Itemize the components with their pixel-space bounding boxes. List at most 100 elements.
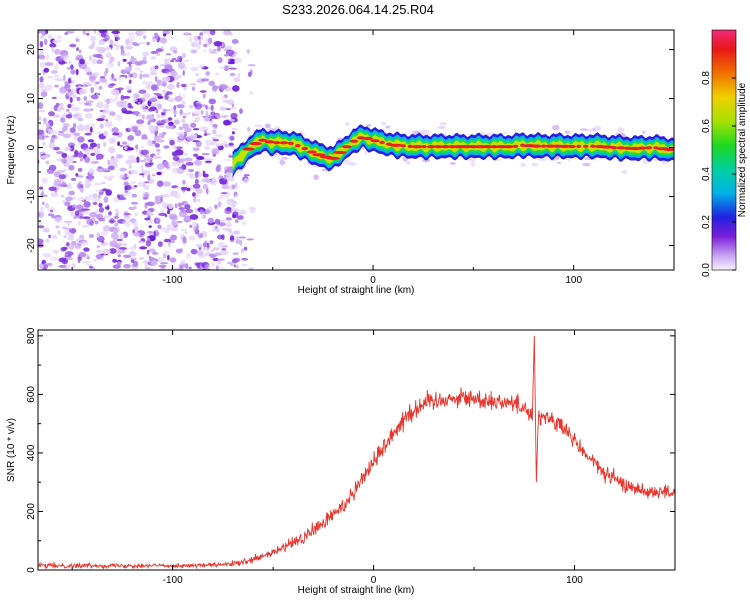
noise-speckle [119,174,126,180]
noise-speckle [199,209,204,215]
ridge-halo [520,162,526,167]
noise-speckle [178,166,186,169]
noise-speckle [134,205,137,210]
noise-speckle [235,264,239,269]
noise-speckle [95,189,103,192]
ridge-core [512,144,519,148]
noise-speckle [187,168,195,173]
noise-speckle [110,56,114,62]
noise-speckle [63,74,66,81]
noise-speckle [174,203,178,209]
noise-speckle [39,220,42,225]
noise-speckle [221,248,227,251]
noise-speckle [220,105,225,112]
noise-speckle [152,96,158,99]
noise-speckle [52,39,59,44]
ridge-halo [385,125,391,129]
noise-speckle [69,127,76,134]
noise-speckle [111,127,119,134]
x-tick-label: -100 [163,575,183,586]
noise-speckle [148,98,158,102]
noise-speckle [48,234,51,239]
noise-speckle [194,171,199,179]
noise-speckle [131,98,138,102]
ridge-halo [555,156,560,160]
noise-speckle [203,43,208,48]
noise-speckle [184,237,187,244]
noise-speckle [204,160,212,163]
noise-speckle [205,71,210,76]
noise-speckle [157,103,162,110]
noise-speckle [141,134,148,139]
ridge-core [287,141,294,145]
snr-panel: -100 0 100 0 200 400 600 800 Height of straight… [6,327,676,596]
noise-speckle [157,95,164,99]
noise-speckle [96,153,104,160]
noise-speckle [38,54,46,59]
noise-speckle [38,30,42,34]
noise-speckle [168,163,171,170]
noise-speckle [45,238,50,243]
noise-speckle [117,261,122,266]
noise-speckle [148,219,153,224]
noise-speckle [202,173,209,178]
noise-speckle [225,217,232,221]
noise-speckle [124,66,132,73]
noise-speckle [237,210,247,215]
noise-speckle [155,109,159,114]
ridge-halo [422,158,431,163]
noise-speckle [125,85,132,92]
noise-speckle [127,61,133,65]
noise-speckle [78,49,82,54]
noise-speckle [51,213,55,219]
noise-speckle [163,76,171,82]
noise-speckle [128,127,134,132]
noise-speckle [98,30,107,34]
noise-speckle [88,75,96,82]
noise-speckle [106,61,115,69]
noise-speckle [86,33,90,36]
noise-speckle [105,67,109,74]
noise-speckle [192,113,199,117]
noise-speckle [38,82,45,89]
noise-speckle [173,145,177,150]
ridge-core [558,144,572,148]
noise-speckle [217,242,226,249]
noise-speckle [122,95,131,99]
ridge-halo [556,161,562,164]
ridge-halo [593,125,601,132]
noise-speckle [126,52,131,56]
noise-speckle [188,252,191,256]
ridge-halo [579,128,588,131]
noise-speckle [247,64,256,67]
noise-speckle [147,210,152,215]
noise-speckle [45,160,50,165]
noise-speckle [226,49,235,56]
noise-speckle [190,41,199,47]
noise-speckle [109,83,116,86]
noise-speckle [142,109,149,113]
noise-speckle [38,116,42,121]
noise-speckle [144,155,149,157]
noise-speckle [202,183,208,190]
noise-speckle [95,213,104,220]
noise-speckle [229,230,233,233]
noise-speckle [221,96,227,100]
noise-speckle [171,57,177,61]
noise-speckle [209,240,214,245]
noise-speckle [208,48,213,53]
noise-speckle [130,169,138,175]
noise-speckle [243,246,248,251]
noise-speckle [104,176,107,179]
noise-speckle [139,235,144,238]
noise-speckle [233,264,237,268]
noise-speckle [162,181,172,187]
noise-speckle [39,61,46,68]
ridge-core [576,144,581,148]
x-tick-label: 100 [566,575,583,586]
noise-speckle [73,136,77,141]
noise-speckle [176,104,185,109]
noise-speckle [71,106,80,112]
noise-speckle [82,216,91,220]
